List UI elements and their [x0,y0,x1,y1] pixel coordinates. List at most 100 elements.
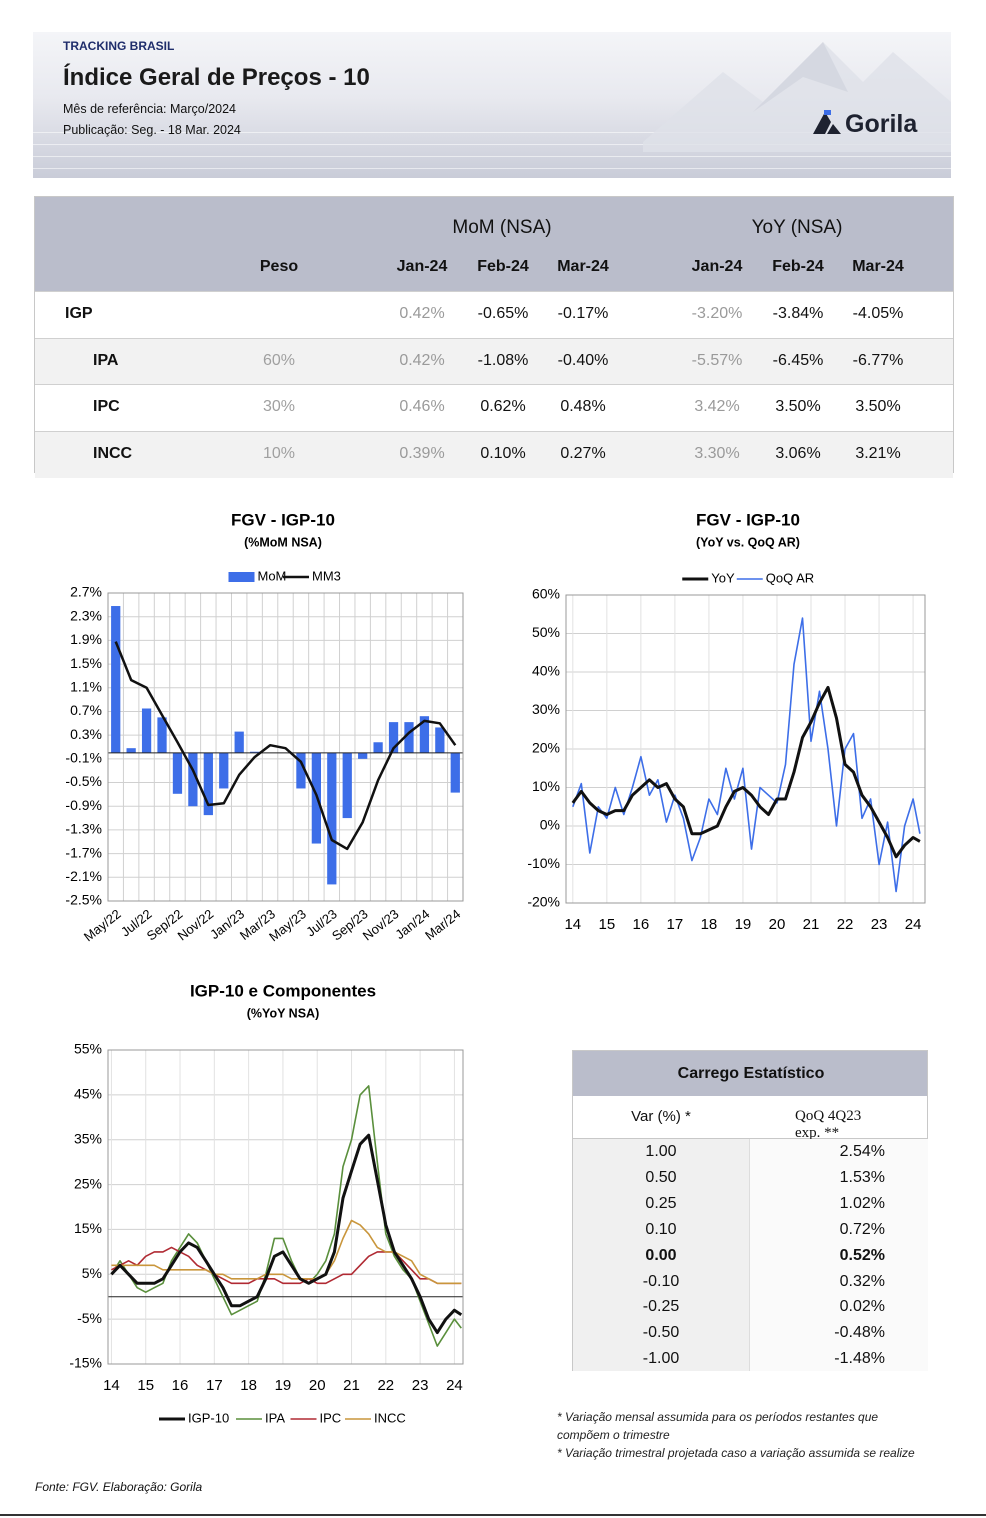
y-tick-label: 40% [532,663,560,679]
series-line [571,685,921,859]
table-value: 3.21% [855,444,901,462]
table-value: 0.10% [480,444,526,462]
table-row: IGP 0.42% -0.65% -0.17% -3.20% -3.84% -4.05% [35,291,953,338]
weight: 30% [262,398,296,415]
table-value: 0.46% [399,398,445,415]
legend-label: IPC [320,1410,342,1425]
plot-frame [107,592,464,902]
carry-value: 1.02% [839,1194,885,1212]
x-tick-label: 24 [905,916,922,933]
row-label: IPA [93,351,119,369]
x-tick-label: 22 [837,916,854,933]
bar [126,748,136,753]
carry-var: 0.50 [645,1168,677,1186]
bar [234,731,244,753]
table-head [35,197,953,291]
bar [188,752,198,807]
column-header: Feb-24 [477,258,529,275]
stripe [33,168,951,169]
title: Índice Geral de Preços - 10 [63,64,370,91]
carry-value: 0.52% [839,1246,885,1264]
x-tick-label: 17 [206,1377,223,1394]
x-tick-label: 16 [633,916,650,933]
y-tick-label: -2.1% [65,868,102,884]
table-value: -3.84% [772,305,824,322]
x-tick-label: 21 [803,916,820,933]
table-value: 3.50% [855,398,901,415]
table-row: IPC 30% 0.46% 0.62% 0.48% 3.42% 3.50% 3.50% [35,384,953,431]
carry-var: -0.50 [642,1324,680,1342]
legend-label: MoM [258,568,287,583]
y-tick-label: 2.3% [70,607,102,623]
y-tick-label: 45% [74,1086,102,1102]
series-line [110,1085,462,1347]
bar [157,717,167,753]
legend-swatch [228,572,255,582]
bar [373,742,383,753]
note: * Variação trimestral projetada caso a v… [557,1446,915,1460]
table-value: -0.65% [477,305,529,322]
stripe [33,132,951,133]
y-tick-label: 30% [532,701,560,717]
y-tick-label: -10% [527,855,560,871]
table-value: 0.27% [560,444,606,462]
index-table: MoM (NSA) YoY (NSA) Peso Jan-24 Feb-24 Mar-24… [34,196,954,478]
table-value: -4.05% [852,305,904,322]
table-value: 0.48% [560,398,606,415]
y-tick-label: -0.9% [65,797,102,813]
table-value: 3.42% [694,398,740,415]
legend-label: INCC [374,1410,406,1425]
column-header: Peso [259,258,299,275]
legend-label: QoQ AR [766,570,814,585]
carry-value: -0.48% [834,1324,885,1342]
tag: TRACKING BRASIL [63,39,175,53]
x-tick-label: 14 [103,1377,120,1394]
logo-icon [813,110,841,134]
chart-subtitle: (%MoM NSA) [244,535,322,549]
y-tick-label: 1.9% [70,631,102,647]
x-tick-label: 15 [137,1377,154,1394]
x-tick-label: 20 [769,916,786,933]
y-tick-label: 60% [532,586,560,602]
x-tick-label: 18 [240,1377,257,1394]
table-row: IPA 60% 0.42% -1.08% -0.40% -5.57% -6.45% -6.77… [35,337,953,385]
bar [404,722,414,753]
y-tick-label: -15% [69,1355,102,1371]
y-tick-label: 0% [540,817,560,833]
carry-title: Carrego Estatístico [677,1065,825,1082]
y-tick-label: -0.5% [65,773,102,789]
row-label: INCC [93,444,133,462]
y-tick-label: -20% [527,894,560,910]
bar [342,752,352,819]
carry-value: 0.32% [839,1272,885,1290]
x-tick-label: 14 [564,916,581,933]
series-line [114,641,457,851]
bar [219,752,229,789]
column-header: Feb-24 [772,258,824,275]
carry-var: -0.10 [642,1272,680,1290]
publication: Publicação: Seg. - 18 Mar. 2024 [63,123,241,137]
x-tick-label: 15 [598,916,615,933]
y-tick-label: 25% [74,1175,102,1191]
x-tick-label: 20 [309,1377,326,1394]
carry-value: 0.02% [839,1298,885,1316]
x-tick-label: Nov/22 [175,906,217,943]
carry-value: -1.48% [834,1350,885,1368]
carry-col-bg [749,1139,928,1371]
stripe [33,156,951,157]
legend-label: IGP-10 [188,1410,229,1425]
table-value: -1.08% [477,351,529,369]
table-row: INCC 10% 0.39% 0.10% 0.27% 3.30% 3.06% 3.21% [35,430,953,478]
bar [327,752,337,885]
chart-title: FGV - IGP-10 [696,510,800,529]
series-line [111,1246,462,1285]
table-value: 0.42% [399,305,445,322]
table-value: 0.62% [480,398,526,415]
y-tick-label: 35% [74,1130,102,1146]
table-value: -6.77% [852,351,904,369]
y-tick-label: -2.5% [65,892,102,908]
bar [296,752,306,789]
carry-col-header: QoQ 4Q23 exp. ** [795,1108,862,1141]
carry-value: 0.72% [839,1220,885,1238]
bar [111,606,121,753]
